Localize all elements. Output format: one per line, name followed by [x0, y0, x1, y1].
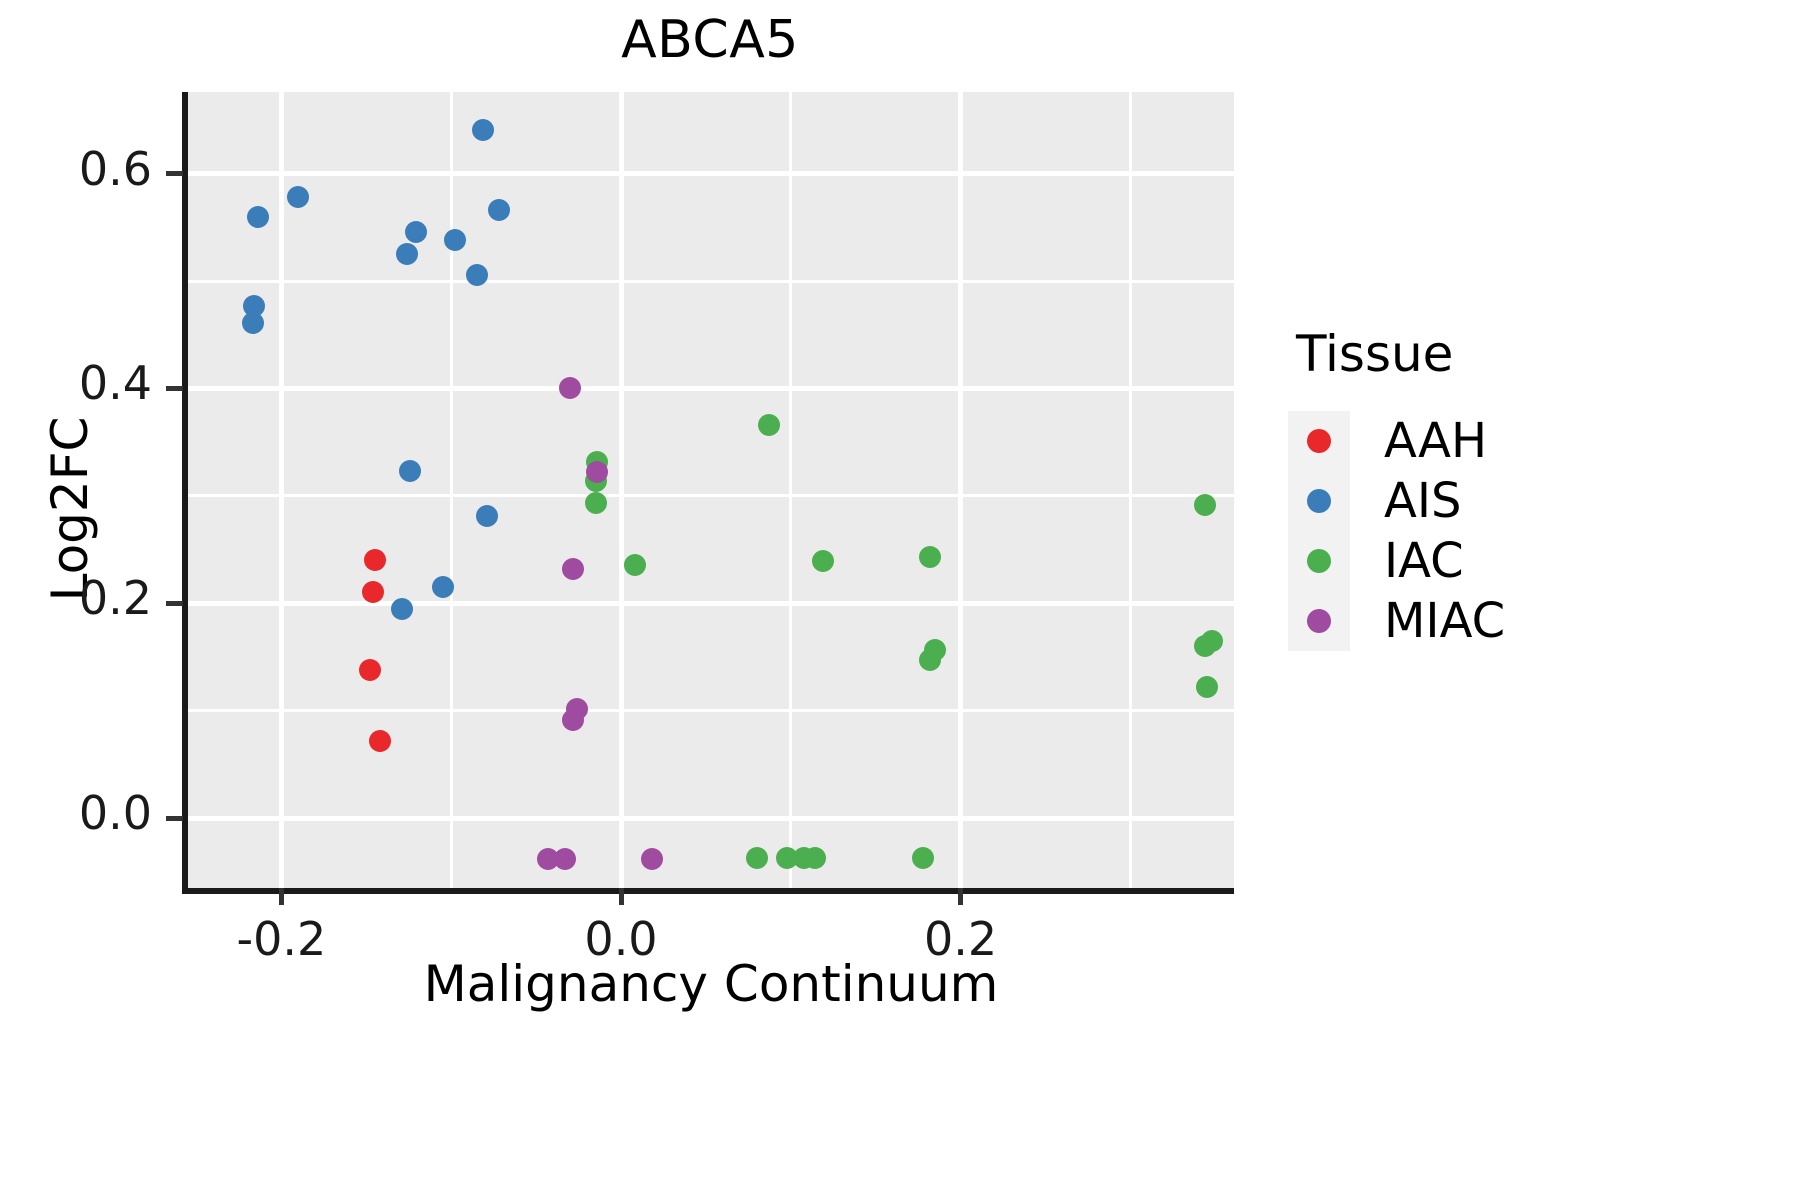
- legend-key-swatch: [1288, 591, 1350, 651]
- data-point-iac: [812, 550, 835, 573]
- legend-key-swatch: [1288, 531, 1350, 591]
- gridline-minor-vertical: [1128, 92, 1132, 888]
- gridline-major-vertical: [278, 92, 284, 888]
- gridline-minor-horizontal: [188, 279, 1234, 283]
- x-axis-line: [182, 888, 1234, 894]
- y-tick-label: 0.2: [78, 571, 152, 626]
- legend-item-label: MIAC: [1384, 593, 1506, 649]
- x-tick-mark: [278, 888, 284, 905]
- gridline-major-vertical: [958, 92, 964, 888]
- x-axis-label: Malignancy Continuum: [423, 955, 999, 1013]
- y-axis-label: Log2FC: [41, 416, 99, 602]
- data-point-ais: [241, 311, 264, 334]
- data-point-miac: [562, 709, 585, 732]
- data-point-miac: [559, 377, 582, 400]
- y-tick-label: 0.4: [78, 356, 152, 411]
- gridline-minor-vertical: [789, 92, 793, 888]
- data-point-iac: [1195, 676, 1218, 699]
- data-point-miac: [640, 847, 663, 870]
- gridline-major-horizontal: [188, 815, 1234, 821]
- x-tick-label: 0.0: [584, 912, 658, 966]
- data-point-ais: [475, 505, 498, 528]
- legend-dot-icon: [1307, 429, 1331, 453]
- legend-item-label: AIS: [1384, 473, 1462, 529]
- gridline-major-horizontal: [188, 385, 1234, 391]
- gridline-minor-horizontal: [188, 709, 1234, 713]
- gridline-major-vertical: [618, 92, 624, 888]
- data-point-iac: [912, 846, 935, 869]
- data-point-ais: [390, 597, 413, 620]
- data-point-aah: [362, 580, 385, 603]
- plot-panel: [188, 92, 1234, 888]
- legend-title: Tissue: [1296, 325, 1454, 383]
- x-tick-label: -0.2: [236, 912, 327, 966]
- data-point-iac: [803, 846, 826, 869]
- y-tick-label: 0.6: [78, 141, 152, 196]
- legend: Tissue AAH AIS IAC MIAC: [1288, 325, 1618, 651]
- legend-item-label: AAH: [1384, 413, 1488, 469]
- gridline-major-horizontal: [188, 171, 1234, 177]
- legend-item-ais[interactable]: AIS: [1288, 471, 1618, 531]
- legend-item-miac[interactable]: MIAC: [1288, 591, 1618, 651]
- y-tick-label: 0.0: [78, 786, 152, 841]
- legend-dot-icon: [1307, 489, 1331, 513]
- y-axis-line: [182, 92, 188, 894]
- legend-key-swatch: [1288, 471, 1350, 531]
- gridline-major-horizontal: [188, 600, 1234, 606]
- data-point-iac: [584, 492, 607, 515]
- legend-item-label: IAC: [1384, 533, 1464, 589]
- data-point-iac: [919, 546, 942, 569]
- data-point-iac: [1194, 493, 1217, 516]
- legend-key-swatch: [1288, 411, 1350, 471]
- gridline-minor-horizontal: [188, 494, 1234, 498]
- data-point-iac: [623, 553, 646, 576]
- x-tick-mark: [958, 888, 964, 905]
- legend-item-aah[interactable]: AAH: [1288, 411, 1618, 471]
- data-point-ais: [404, 220, 427, 243]
- data-point-ais: [396, 243, 419, 266]
- legend-dot-icon: [1307, 549, 1331, 573]
- data-point-aah: [368, 729, 391, 752]
- x-tick-mark: [618, 888, 624, 905]
- legend-entries: AAH AIS IAC MIAC: [1288, 411, 1618, 651]
- data-point-iac: [1194, 635, 1217, 658]
- data-point-iac: [757, 414, 780, 436]
- page-title: ABCA5: [621, 10, 799, 70]
- data-point-miac: [536, 847, 559, 870]
- y-tick-mark: [166, 600, 183, 606]
- legend-item-iac[interactable]: IAC: [1288, 531, 1618, 591]
- data-point-miac: [562, 557, 585, 580]
- data-point-ais: [287, 186, 310, 209]
- data-point-ais: [431, 576, 454, 599]
- data-point-ais: [399, 460, 422, 483]
- data-point-iac: [919, 649, 942, 672]
- data-point-iac: [776, 846, 799, 869]
- data-point-ais: [243, 294, 266, 317]
- data-point-iac: [745, 846, 768, 869]
- data-point-ais: [443, 229, 466, 252]
- data-point-ais: [465, 263, 488, 286]
- legend-dot-icon: [1307, 609, 1331, 633]
- data-point-miac: [553, 847, 576, 870]
- data-point-ais: [246, 205, 269, 228]
- y-tick-mark: [166, 171, 183, 177]
- data-point-aah: [358, 658, 381, 681]
- data-point-aah: [363, 549, 386, 572]
- data-point-ais: [487, 199, 510, 222]
- data-point-miac: [586, 461, 609, 484]
- gridline-minor-vertical: [449, 92, 453, 888]
- x-tick-label: 0.2: [924, 912, 998, 966]
- y-tick-mark: [166, 815, 183, 821]
- data-point-ais: [472, 118, 495, 141]
- y-tick-mark: [166, 385, 183, 391]
